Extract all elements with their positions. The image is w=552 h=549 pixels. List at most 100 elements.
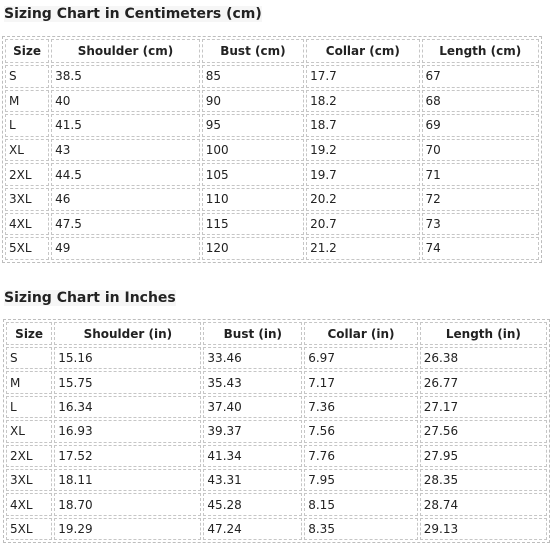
cell-collar: 6.97 [304,347,418,370]
cell-collar: 18.2 [306,89,420,113]
cell-bust: 37.40 [203,395,303,419]
cell-shoulder: 49 [51,237,200,260]
cell-length: 72 [421,187,539,211]
cell-size: S [6,347,53,370]
table-row: XL 16.93 39.37 7.56 27.56 [6,420,547,443]
cell-size: 4XL [5,212,50,236]
cell-size: 2XL [5,163,50,186]
table-row: L 16.34 37.40 7.36 27.17 [6,395,547,419]
cell-collar: 20.2 [306,187,420,211]
table-row: 3XL 46 110 20.2 72 [5,187,539,211]
cm-chart-title: Sizing Chart in Centimeters (cm) [4,6,262,22]
cell-length: 29.13 [419,517,547,541]
cell-length: 26.38 [419,347,547,370]
cell-bust: 39.37 [203,420,303,443]
cell-length: 69 [421,114,539,137]
cell-collar: 8.35 [304,517,418,541]
cell-collar: 19.7 [306,163,420,186]
cell-bust: 43.31 [203,468,303,492]
cell-bust: 95 [201,114,305,137]
cell-bust: 41.34 [203,444,303,467]
cell-shoulder: 18.70 [54,493,202,516]
cell-size: M [5,89,50,113]
cell-size: 5XL [5,237,50,260]
cell-size: L [5,114,50,137]
cell-length: 27.95 [419,444,547,467]
table-row: M 40 90 18.2 68 [5,89,539,113]
cell-bust: 85 [201,65,305,88]
cell-bust: 105 [201,163,305,186]
cell-length: 27.56 [419,420,547,443]
cell-shoulder: 46 [51,187,200,211]
cell-length: 68 [421,89,539,113]
cell-shoulder: 44.5 [51,163,200,186]
table-row: 2XL 17.52 41.34 7.76 27.95 [6,444,547,467]
table-row: M 15.75 35.43 7.17 26.77 [6,371,547,394]
column-header-collar: Collar (cm) [306,39,420,63]
cell-collar: 7.17 [304,371,418,394]
cell-collar: 21.2 [306,237,420,260]
cell-collar: 8.15 [304,493,418,516]
cell-length: 73 [421,212,539,236]
cell-length: 71 [421,163,539,186]
cell-shoulder: 47.5 [51,212,200,236]
cell-collar: 7.56 [304,420,418,443]
cell-bust: 90 [201,89,305,113]
column-header-bust: Bust (in) [203,322,303,345]
cell-collar: 7.95 [304,468,418,492]
cell-shoulder: 15.16 [54,347,202,370]
inch-chart-title: Sizing Chart in Inches [4,290,176,306]
table-row: XL 43 100 19.2 70 [5,138,539,162]
cell-size: 4XL [6,493,53,516]
cell-shoulder: 40 [51,89,200,113]
table-row: 4XL 18.70 45.28 8.15 28.74 [6,493,547,516]
cell-shoulder: 16.34 [54,395,202,419]
table-row: 5XL 19.29 47.24 8.35 29.13 [6,517,547,541]
column-header-size: Size [6,322,53,345]
table-row: 5XL 49 120 21.2 74 [5,237,539,260]
cell-bust: 33.46 [203,347,303,370]
cell-collar: 18.7 [306,114,420,137]
cm-size-table: Size Shoulder (cm) Bust (cm) Collar (cm)… [2,36,542,263]
table-row: S 38.5 85 17.7 67 [5,65,539,88]
cell-bust: 115 [201,212,305,236]
table-row: 3XL 18.11 43.31 7.95 28.35 [6,468,547,492]
cell-size: XL [6,420,53,443]
cell-size: 2XL [6,444,53,467]
column-header-bust: Bust (cm) [201,39,305,63]
cell-size: XL [5,138,50,162]
cell-size: 5XL [6,517,53,541]
cell-size: L [6,395,53,419]
cell-shoulder: 38.5 [51,65,200,88]
table-row: 2XL 44.5 105 19.7 71 [5,163,539,186]
column-header-length: Length (in) [419,322,547,345]
cell-length: 27.17 [419,395,547,419]
cell-shoulder: 41.5 [51,114,200,137]
cell-shoulder: 17.52 [54,444,202,467]
cell-length: 67 [421,65,539,88]
cell-shoulder: 43 [51,138,200,162]
column-header-shoulder: Shoulder (cm) [51,39,200,63]
table-row: L 41.5 95 18.7 69 [5,114,539,137]
column-header-collar: Collar (in) [304,322,418,345]
cell-bust: 45.28 [203,493,303,516]
cell-bust: 35.43 [203,371,303,394]
cell-collar: 19.2 [306,138,420,162]
table-header-row: Size Shoulder (cm) Bust (cm) Collar (cm)… [5,39,539,63]
table-header-row: Size Shoulder (in) Bust (in) Collar (in)… [6,322,547,345]
cell-bust: 100 [201,138,305,162]
cell-size: S [5,65,50,88]
cell-collar: 7.76 [304,444,418,467]
cell-size: 3XL [5,187,50,211]
cell-length: 28.74 [419,493,547,516]
cell-length: 74 [421,237,539,260]
cell-bust: 110 [201,187,305,211]
cell-bust: 47.24 [203,517,303,541]
cell-length: 26.77 [419,371,547,394]
cell-length: 70 [421,138,539,162]
cell-shoulder: 15.75 [54,371,202,394]
cell-shoulder: 19.29 [54,517,202,541]
cell-collar: 7.36 [304,395,418,419]
cell-shoulder: 18.11 [54,468,202,492]
table-row: S 15.16 33.46 6.97 26.38 [6,347,547,370]
